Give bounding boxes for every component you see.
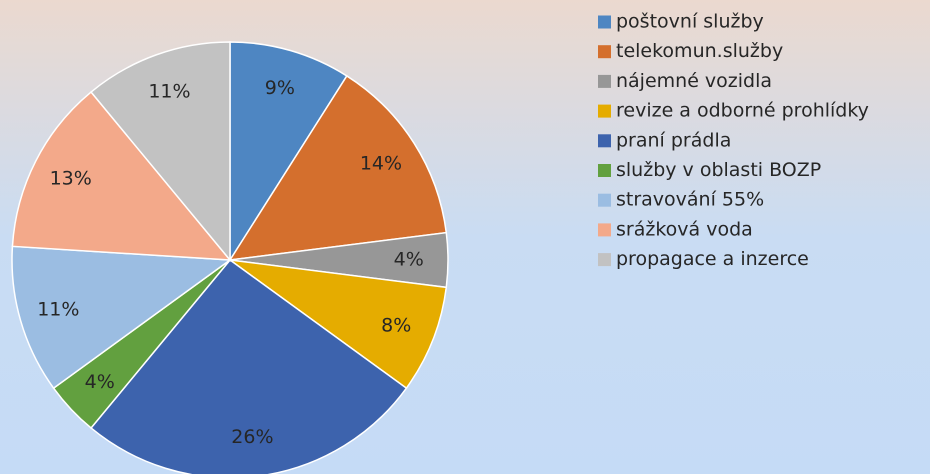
legend-label: propagace a inzerce xyxy=(616,248,809,270)
data-label: 13% xyxy=(50,167,92,189)
legend-label: stravování 55% xyxy=(616,189,764,211)
legend-label: revize a odborné prohlídky xyxy=(616,100,869,122)
data-label: 9% xyxy=(265,77,295,99)
legend-swatch xyxy=(598,223,611,237)
data-label: 26% xyxy=(231,426,273,448)
legend-swatch xyxy=(598,74,611,88)
legend-label: služby v oblasti BOZP xyxy=(616,159,821,181)
data-label: 11% xyxy=(37,298,79,320)
legend-swatch xyxy=(598,15,611,29)
data-label: 14% xyxy=(360,153,402,175)
pie-slice xyxy=(229,259,448,390)
legend-swatch xyxy=(598,193,611,207)
legend-swatch xyxy=(598,134,611,148)
pie-slice xyxy=(89,41,231,263)
legend-label: nájemné vozidla xyxy=(616,70,772,92)
data-label: 8% xyxy=(381,314,411,336)
legend-swatch xyxy=(598,45,611,59)
legend-label: telekomun.služby xyxy=(616,40,783,62)
data-label: 4% xyxy=(85,371,115,393)
legend-swatch xyxy=(598,164,611,177)
legend-label: praní prádla xyxy=(616,129,731,151)
data-label: 11% xyxy=(148,80,190,102)
legend-swatch xyxy=(598,253,611,267)
pie-slice xyxy=(11,245,233,390)
pie-slice xyxy=(229,41,348,263)
pie-slice xyxy=(228,74,448,261)
data-label: 4% xyxy=(394,249,424,271)
pie-slice xyxy=(89,258,408,474)
legend-swatch xyxy=(598,104,611,118)
legend-label: poštovní služby xyxy=(616,11,764,33)
pie-slice xyxy=(11,90,232,261)
legend-label: srážková voda xyxy=(616,218,753,240)
